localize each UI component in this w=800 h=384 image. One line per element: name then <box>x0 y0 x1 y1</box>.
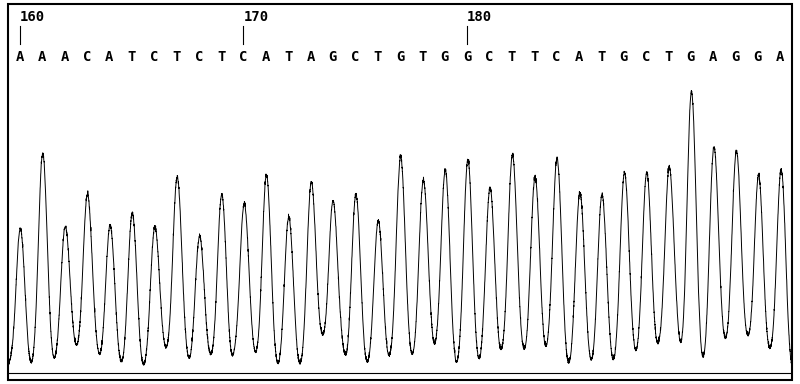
Text: T: T <box>217 50 226 63</box>
Text: C: C <box>552 50 561 63</box>
Text: T: T <box>284 50 292 63</box>
Text: C: C <box>642 50 650 63</box>
Text: T: T <box>664 50 673 63</box>
Text: G: G <box>619 50 628 63</box>
Text: T: T <box>127 50 136 63</box>
Text: C: C <box>486 50 494 63</box>
Text: T: T <box>530 50 538 63</box>
Text: 180: 180 <box>467 10 492 24</box>
Text: T: T <box>374 50 382 63</box>
Text: C: C <box>194 50 203 63</box>
Text: A: A <box>306 50 314 63</box>
Text: A: A <box>574 50 583 63</box>
Text: G: G <box>396 50 404 63</box>
Text: T: T <box>172 50 181 63</box>
Text: 160: 160 <box>20 10 45 24</box>
Text: G: G <box>463 50 471 63</box>
Text: G: G <box>441 50 449 63</box>
Text: A: A <box>709 50 718 63</box>
Text: A: A <box>38 50 46 63</box>
Text: C: C <box>239 50 248 63</box>
Text: A: A <box>60 50 69 63</box>
Text: G: G <box>329 50 337 63</box>
Text: A: A <box>776 50 785 63</box>
Text: C: C <box>351 50 359 63</box>
Text: A: A <box>105 50 114 63</box>
Text: A: A <box>262 50 270 63</box>
Text: T: T <box>418 50 426 63</box>
Text: C: C <box>82 50 91 63</box>
Text: G: G <box>754 50 762 63</box>
Text: C: C <box>150 50 158 63</box>
Text: T: T <box>508 50 516 63</box>
Text: A: A <box>15 50 24 63</box>
Text: 170: 170 <box>243 10 269 24</box>
Text: G: G <box>731 50 740 63</box>
Text: T: T <box>597 50 606 63</box>
Text: G: G <box>686 50 695 63</box>
